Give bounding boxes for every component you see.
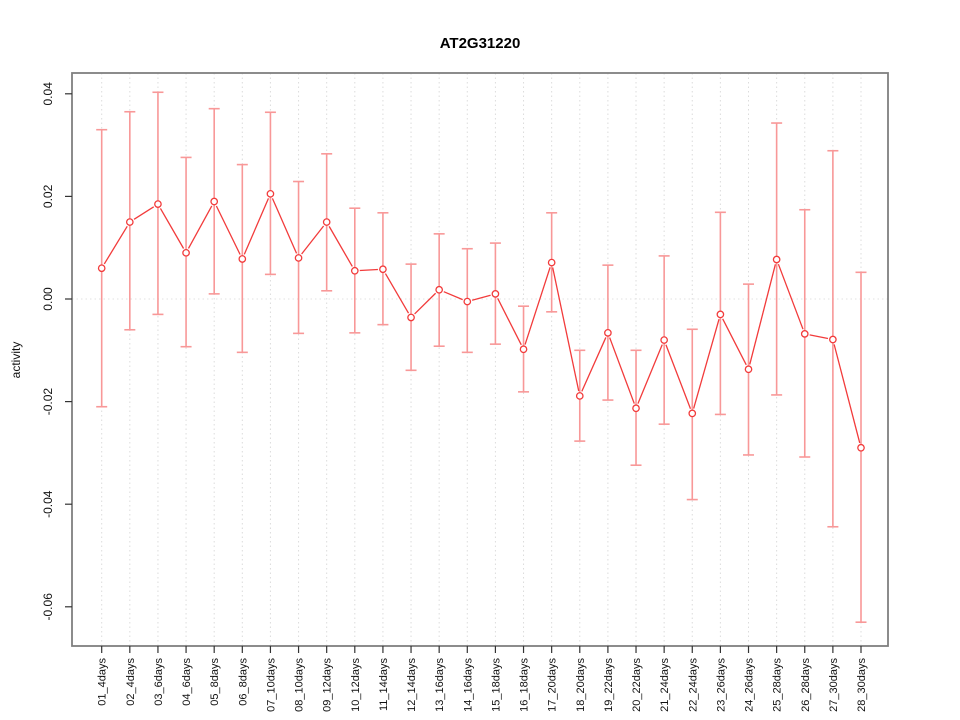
data-point [519,345,528,354]
x-tick-label: 25_28days [772,658,784,712]
data-point [407,313,415,322]
x-tick-label: 16_18days [519,658,531,712]
axes-layer: 0.04 0.02 0.00 -0.02 -0.04 -0.06 01_4days 02_4d… [41,72,889,712]
x-tick-label: 26_28days [800,658,812,712]
data-point [210,197,219,206]
y-axis-label: activity [9,342,23,379]
x-tick-label: 22_24days [687,658,699,712]
data-point [182,248,190,257]
x-tick-label: 17_20days [547,658,559,712]
data-point [632,404,640,413]
data-point [857,443,865,452]
x-tick-label: 06_8days [237,658,249,706]
data-point [379,265,387,274]
chart-title: AT2G31220 [440,35,521,52]
y-tick-label: 0.00 [41,287,55,311]
data-point [800,330,809,338]
series-segment [609,337,635,404]
x-tick-label: 01_4days [97,658,109,706]
x-tick-label: 11_14days [378,658,390,712]
series-segment [133,206,155,220]
series-segment [809,334,829,340]
data-point [350,266,359,275]
y-tick-label: 0.04 [41,82,55,106]
series-segment [103,225,128,265]
series-segment [243,198,270,255]
x-tick-label: 04_6days [181,658,193,706]
x-tick-label: 05_8days [209,658,221,706]
x-tick-label: 18_20days [575,658,587,712]
series-segment [665,344,692,409]
data-point [294,254,303,262]
x-tick-label: 24_26days [744,658,756,712]
x-tick-label: 23_26days [715,658,727,712]
data-point [547,258,556,267]
x-tick-label: 21_24days [659,658,671,712]
series-segment [443,291,463,301]
series-segment [328,226,353,267]
series-segment [581,337,607,392]
series-segment [637,344,663,404]
x-tick-label: 12_14days [406,658,418,712]
x-tick-label: 27_30days [828,658,840,712]
data-point [154,200,162,208]
x-tick-label: 13_16days [434,658,446,712]
data-point [463,297,472,306]
x-tick-label: 19_22days [603,658,615,712]
data-point [716,310,725,319]
x-tick-label: 10_12days [350,658,362,712]
data-point [688,409,697,418]
y-tick-label: -0.06 [41,593,55,621]
data-point [491,290,500,298]
data-point [266,189,275,198]
series-segment [215,205,241,255]
series-segment [414,292,437,315]
series-segment [359,268,378,272]
series-segment [777,263,804,330]
x-tick-label: 14_16days [462,658,474,712]
series-segment [552,267,580,392]
x-tick-label: 07_10days [265,658,277,712]
series-segment [833,344,861,444]
series-segment [301,225,325,255]
x-tick-label: 08_10days [294,658,306,712]
data-point [660,336,668,344]
series-segment [271,198,298,254]
data-point [575,392,584,400]
x-tick-label: 20_22days [631,658,643,712]
data-point [238,255,247,263]
data-point [829,335,837,344]
data-point [772,255,781,264]
series-segment [722,318,747,366]
x-tick-label: 03_6days [153,658,165,706]
data-point [604,329,612,337]
series-segment [384,273,410,314]
data-point [435,285,444,294]
x-tick-label: 15_18days [490,658,502,712]
plot-border [71,72,889,647]
x-tick-label: 02_4days [125,658,137,706]
series-segment [524,267,551,345]
data-point [744,365,753,374]
y-tick-label: -0.02 [41,388,55,416]
series-segment [471,294,491,301]
series-segment [497,298,522,346]
data-point [97,264,106,273]
series-segment [693,319,720,409]
x-tick-label: 09_12days [322,658,334,712]
series-segment [159,208,185,249]
series-layer [96,91,867,623]
x-tick-label: 28_30days [856,658,868,712]
series-segment [749,264,777,365]
series-segment [187,205,213,249]
data-point [322,218,331,226]
y-tick-label: 0.02 [41,184,55,208]
grid-layer [72,73,888,646]
data-point [125,218,134,226]
y-tick-label: -0.04 [41,490,55,518]
